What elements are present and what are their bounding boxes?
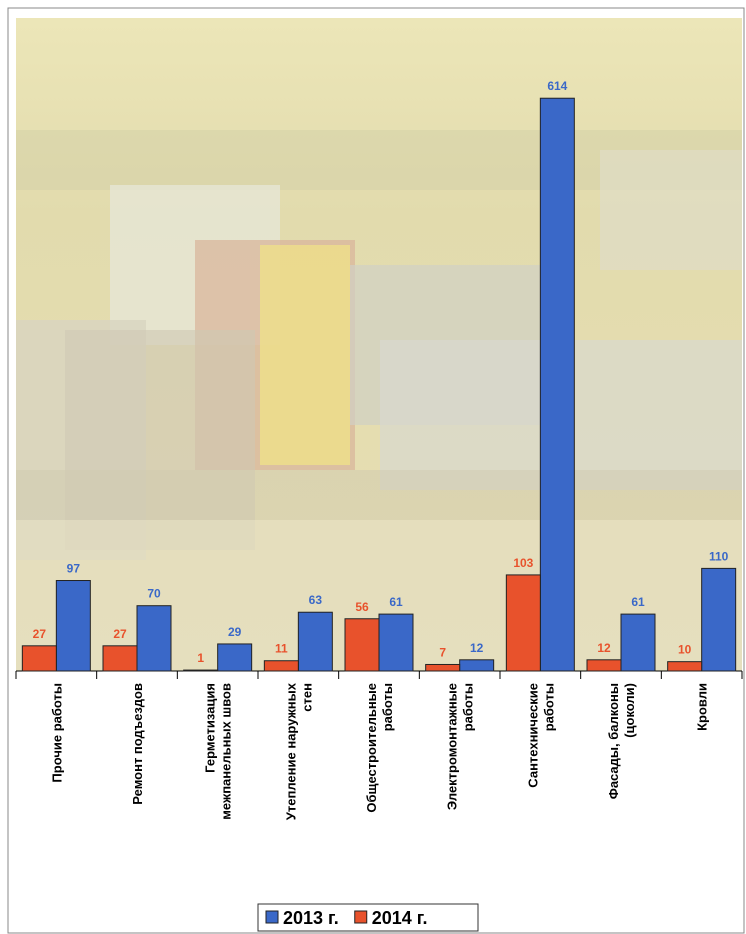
value-label: 61 — [631, 595, 645, 609]
bar — [426, 664, 460, 671]
legend-swatch — [355, 911, 367, 923]
value-label: 61 — [389, 595, 403, 609]
value-label: 70 — [147, 587, 161, 601]
x-tick-label: Кровли — [695, 683, 710, 731]
bar — [460, 660, 494, 671]
value-label: 11 — [275, 642, 288, 656]
value-label: 110 — [709, 549, 729, 563]
legend-label: 2014 г. — [372, 908, 428, 928]
legend: 2013 г. 2014 г. — [258, 904, 478, 931]
value-label: 12 — [470, 641, 484, 655]
bar — [22, 646, 56, 671]
bar — [137, 606, 171, 671]
value-label: 63 — [309, 593, 323, 607]
bar — [345, 619, 379, 671]
bar — [184, 670, 218, 671]
value-label: 614 — [547, 79, 567, 93]
bar — [506, 575, 540, 671]
value-label: 1 — [197, 651, 204, 665]
bar — [103, 646, 137, 671]
value-label: 56 — [355, 600, 369, 614]
value-label: 29 — [228, 625, 242, 639]
bar — [702, 568, 736, 671]
chart: 2013 г. 2014 г. 97 27 Прочие работы 70 27 Ремо… — [0, 0, 746, 934]
bar — [218, 644, 252, 671]
bar — [379, 614, 413, 671]
bar — [621, 614, 655, 671]
bar — [540, 98, 574, 671]
x-tick-label: Ремонт подъездов — [130, 683, 145, 805]
legend-swatch — [266, 911, 278, 923]
bar — [587, 660, 621, 671]
bar — [264, 661, 298, 671]
bar — [668, 662, 702, 671]
value-label: 10 — [678, 643, 692, 657]
legend-label: 2013 г. — [283, 908, 339, 928]
x-tick-label: Прочие работы — [49, 683, 64, 783]
value-label: 12 — [597, 641, 611, 655]
bar — [56, 581, 90, 671]
value-label: 103 — [513, 556, 533, 570]
value-label: 27 — [113, 627, 127, 641]
value-label: 97 — [67, 562, 81, 576]
bar — [298, 612, 332, 671]
value-label: 27 — [33, 627, 47, 641]
value-label: 7 — [439, 645, 446, 659]
background-photo — [16, 18, 742, 671]
